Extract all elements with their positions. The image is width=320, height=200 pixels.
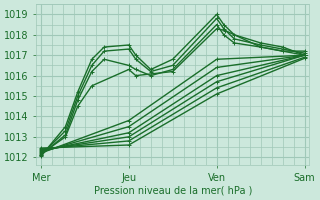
X-axis label: Pression niveau de la mer( hPa ): Pression niveau de la mer( hPa )	[93, 186, 252, 196]
